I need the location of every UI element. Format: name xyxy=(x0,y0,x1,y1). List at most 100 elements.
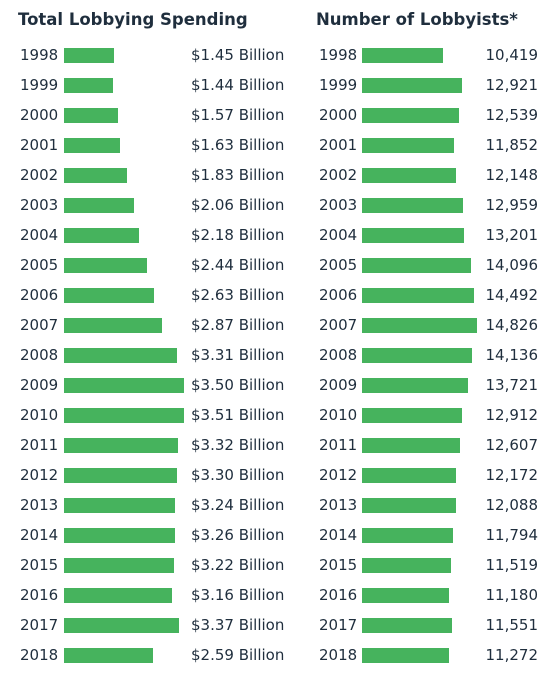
lobbyists-year-label: 2009 xyxy=(319,376,358,394)
spending-value-label: $3.31 Billion xyxy=(191,346,285,364)
spending-year-label: 2006 xyxy=(20,286,59,304)
lobbyists-bar xyxy=(362,288,475,303)
spending-row: 2014 $3.26 Billion xyxy=(0,520,290,550)
lobbyists-bar xyxy=(362,78,463,93)
spending-bar xyxy=(64,198,135,213)
lobbyists-value-label: 12,088 xyxy=(485,496,539,514)
spending-value-label: $3.30 Billion xyxy=(191,466,285,484)
lobbyists-value-label: 11,519 xyxy=(485,556,539,574)
spending-row: 2006 $2.63 Billion xyxy=(0,280,290,310)
lobbyists-bar xyxy=(362,648,450,663)
spending-row: 2010 $3.51 Billion xyxy=(0,400,290,430)
lobbyists-row: 2016 11,180 xyxy=(300,580,560,610)
lobbyists-value-label: 13,201 xyxy=(485,226,539,244)
spending-row: 2018 $2.59 Billion xyxy=(0,640,290,670)
lobbyists-value-label: 11,180 xyxy=(485,586,539,604)
spending-year-label: 2017 xyxy=(20,616,59,634)
lobbyists-row: 2011 12,607 xyxy=(300,430,560,460)
lobbyists-bar xyxy=(362,558,452,573)
spending-value-label: $1.83 Billion xyxy=(191,166,285,184)
lobbyists-year-label: 2001 xyxy=(319,136,358,154)
lobbyists-row: 2014 11,794 xyxy=(300,520,560,550)
lobbyists-value-label: 13,721 xyxy=(485,376,539,394)
spending-value-label: $3.50 Billion xyxy=(191,376,285,394)
spending-value-label: $2.44 Billion xyxy=(191,256,285,274)
spending-bar xyxy=(64,408,184,423)
spending-year-label: 2009 xyxy=(20,376,59,394)
spending-year-label: 2011 xyxy=(20,436,59,454)
spending-value-label: $2.59 Billion xyxy=(191,646,285,664)
lobbyists-year-label: 2008 xyxy=(319,346,358,364)
lobbyists-value-label: 14,096 xyxy=(485,256,539,274)
spending-bar xyxy=(64,318,163,333)
spending-row: 2011 $3.32 Billion xyxy=(0,430,290,460)
lobbyists-year-label: 2013 xyxy=(319,496,358,514)
lobbyists-value-label: 10,419 xyxy=(485,46,539,64)
lobbyists-value-label: 12,148 xyxy=(485,166,539,184)
spending-bar xyxy=(64,288,154,303)
spending-year-label: 2004 xyxy=(20,226,59,244)
spending-year-label: 1999 xyxy=(20,76,59,94)
spending-row: 2008 $3.31 Billion xyxy=(0,340,290,370)
lobbyists-bar xyxy=(362,198,463,213)
lobbyists-year-label: 2017 xyxy=(319,616,358,634)
spending-value-label: $3.26 Billion xyxy=(191,526,285,544)
spending-value-label: $1.44 Billion xyxy=(191,76,285,94)
lobbyists-year-label: 1999 xyxy=(319,76,358,94)
lobbyists-bar xyxy=(362,228,465,243)
lobbyists-value-label: 14,826 xyxy=(485,316,539,334)
spending-value-label: $3.51 Billion xyxy=(191,406,285,424)
spending-bar xyxy=(64,168,127,183)
lobbyists-bar xyxy=(362,168,457,183)
spending-year-label: 2010 xyxy=(20,406,59,424)
lobbyists-year-label: 2005 xyxy=(319,256,358,274)
spending-row: 2000 $1.57 Billion xyxy=(0,100,290,130)
spending-bar xyxy=(64,528,176,543)
lobbyists-row: 2003 12,959 xyxy=(300,190,560,220)
spending-value-label: $2.06 Billion xyxy=(191,196,285,214)
spending-bar xyxy=(64,78,114,93)
lobbyists-year-label: 2007 xyxy=(319,316,358,334)
lobbyists-year-label: 1998 xyxy=(319,46,358,64)
lobbyists-bar xyxy=(362,408,463,423)
spending-year-label: 2012 xyxy=(20,466,59,484)
spending-value-label: $3.32 Billion xyxy=(191,436,285,454)
spending-year-label: 2007 xyxy=(20,316,59,334)
lobbyists-row: 2010 12,912 xyxy=(300,400,560,430)
lobbyists-row: 2000 12,539 xyxy=(300,100,560,130)
spending-year-label: 2005 xyxy=(20,256,59,274)
lobbyists-value-label: 11,272 xyxy=(485,646,539,664)
spending-row: 2002 $1.83 Billion xyxy=(0,160,290,190)
lobbyists-row: 1999 12,921 xyxy=(300,70,560,100)
lobbyists-value-label: 14,492 xyxy=(485,286,539,304)
lobbyists-bar xyxy=(362,318,477,333)
lobbyists-row: 2005 14,096 xyxy=(300,250,560,280)
lobbyists-year-label: 2003 xyxy=(319,196,358,214)
lobbyists-value-label: 12,959 xyxy=(485,196,539,214)
lobbyists-bar xyxy=(362,108,460,123)
lobbyists-year-label: 2015 xyxy=(319,556,358,574)
lobbyists-value-label: 12,921 xyxy=(485,76,539,94)
spending-year-label: 2013 xyxy=(20,496,59,514)
lobbyists-row: 2008 14,136 xyxy=(300,340,560,370)
spending-value-label: $3.24 Billion xyxy=(191,496,285,514)
lobbyists-value-label: 12,607 xyxy=(485,436,539,454)
lobbyists-year-label: 2014 xyxy=(319,526,358,544)
lobbyists-row: 2015 11,519 xyxy=(300,550,560,580)
lobbyists-year-label: 2004 xyxy=(319,226,358,244)
lobbyists-year-label: 2006 xyxy=(319,286,358,304)
spending-row: 2017 $3.37 Billion xyxy=(0,610,290,640)
lobbyists-value-label: 11,794 xyxy=(485,526,539,544)
spending-row: 2016 $3.16 Billion xyxy=(0,580,290,610)
lobbyists-row: 2018 11,272 xyxy=(300,640,560,670)
spending-bar xyxy=(64,438,178,453)
spending-year-label: 2000 xyxy=(20,106,59,124)
spending-value-label: $1.45 Billion xyxy=(191,46,285,64)
lobbyists-row: 2017 11,551 xyxy=(300,610,560,640)
spending-row: 2005 $2.44 Billion xyxy=(0,250,290,280)
spending-year-label: 2001 xyxy=(20,136,59,154)
spending-year-label: 2018 xyxy=(20,646,59,664)
lobbyists-row: 2001 11,852 xyxy=(300,130,560,160)
spending-value-label: $3.22 Billion xyxy=(191,556,285,574)
spending-bar xyxy=(64,108,118,123)
